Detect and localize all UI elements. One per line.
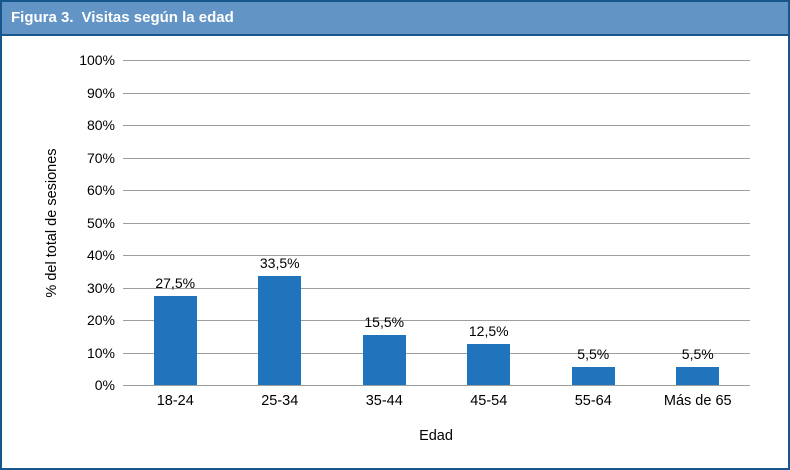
y-tick-label: 60% [86,182,115,198]
bar-chart: % del total de sesiones 27,5% 33,5% 15,5% 1… [2,36,788,468]
x-tick-label: 45-54 [470,393,508,409]
bar-25-34 [258,276,302,385]
bar-value-label: 27,5% [155,274,196,291]
gridline [123,255,750,256]
bar-value-label: 12,5% [468,323,509,340]
gridline [123,287,750,289]
gridline [123,157,750,159]
gridline [123,125,750,126]
gridline [123,352,750,354]
y-tick-label: 40% [86,247,115,263]
x-tick-label: Más de 65 [663,393,732,409]
gridline [123,92,750,94]
x-tick-label: 18-24 [156,393,194,409]
y-tick-label: 90% [86,84,115,101]
x-axis-title: Edad [419,428,453,444]
bar-35-44 [362,334,406,385]
y-tick-label: 0% [94,377,115,393]
gridline [123,385,750,386]
gridline [123,190,750,191]
y-tick-label: 20% [86,312,115,328]
bar-45-54 [467,344,511,385]
x-tick-label: 35-44 [365,393,403,409]
bar-value-label: 33,5% [259,255,300,272]
y-tick-label: 10% [86,344,115,361]
bar-Más de 65 [676,367,720,385]
x-tick-label: 25-34 [261,393,299,409]
y-tick-label: 50% [86,214,115,231]
y-tick-label: 100% [79,52,115,68]
bar-18-24 [153,295,197,385]
gridline [123,320,750,321]
bar-value-label: 5,5% [577,346,610,363]
y-tick-label: 80% [86,117,115,133]
bar-value-label: 15,5% [364,313,405,330]
x-tick-label: 55-64 [574,393,612,409]
figure-title-bar: Figura 3. Visitas según la edad [2,2,788,36]
figure-title: Visitas según la edad [81,9,234,26]
bar-55-64 [571,367,615,385]
bar-value-label: 5,5% [681,346,714,363]
gridline [123,60,750,61]
gridline [123,222,750,224]
y-tick-label: 30% [86,279,115,296]
plot-area: 27,5% 33,5% 15,5% 12,5% 5,5% 5,5% [123,60,750,386]
figure-number-label: Figura 3. [11,9,74,26]
y-tick-label: 70% [86,149,115,166]
